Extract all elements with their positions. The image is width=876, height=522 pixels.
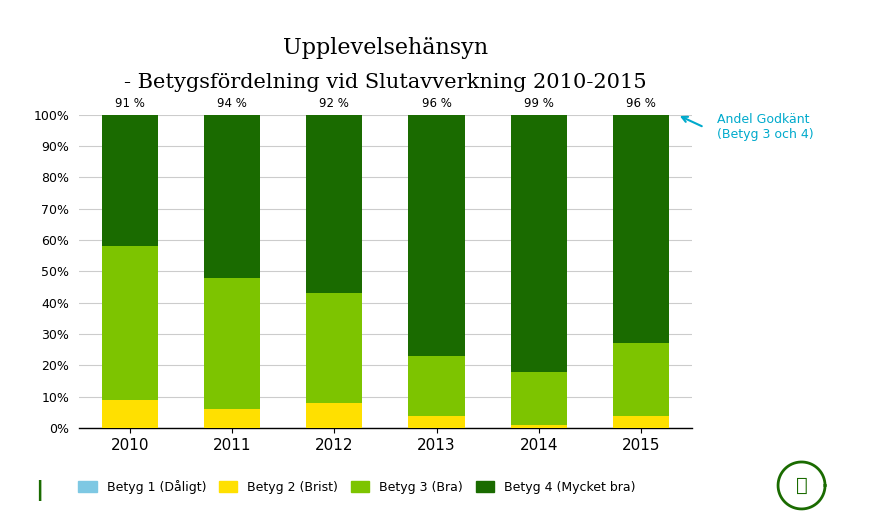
Bar (613, 416, 669, 428)
Text: |: | (35, 480, 43, 501)
Bar (408, 356, 464, 416)
Bar (613, 115, 669, 343)
Bar (102, 246, 158, 400)
Bar (204, 409, 260, 428)
Text: ⛰: ⛰ (795, 476, 808, 495)
Bar (307, 293, 363, 403)
Bar (102, 400, 158, 428)
Text: 94 %: 94 % (217, 97, 247, 110)
Bar (102, 115, 158, 246)
Bar (307, 115, 363, 293)
Text: Upplevelsehänsyn: Upplevelsehänsyn (283, 37, 488, 58)
Bar (408, 115, 464, 356)
Legend: Betyg 1 (Dåligt), Betyg 2 (Brist), Betyg 3 (Bra), Betyg 4 (Mycket bra): Betyg 1 (Dåligt), Betyg 2 (Brist), Betyg… (73, 475, 641, 499)
Bar (307, 403, 363, 428)
Bar (511, 115, 567, 372)
Bar (408, 416, 464, 428)
Bar (511, 425, 567, 428)
Bar (511, 372, 567, 425)
Text: 92 %: 92 % (320, 97, 350, 110)
Bar (204, 278, 260, 409)
Text: Andel Godkänt
(Betyg 3 och 4): Andel Godkänt (Betyg 3 och 4) (717, 113, 813, 141)
Text: 91 %: 91 % (115, 97, 145, 110)
Text: 96 %: 96 % (626, 97, 656, 110)
Text: 96 %: 96 % (421, 97, 451, 110)
Text: - Betygsfördelning vid Slutavverkning 2010-2015: - Betygsfördelning vid Slutavverkning 20… (124, 73, 646, 92)
Bar (613, 343, 669, 416)
Text: 99 %: 99 % (524, 97, 554, 110)
Bar (204, 115, 260, 278)
